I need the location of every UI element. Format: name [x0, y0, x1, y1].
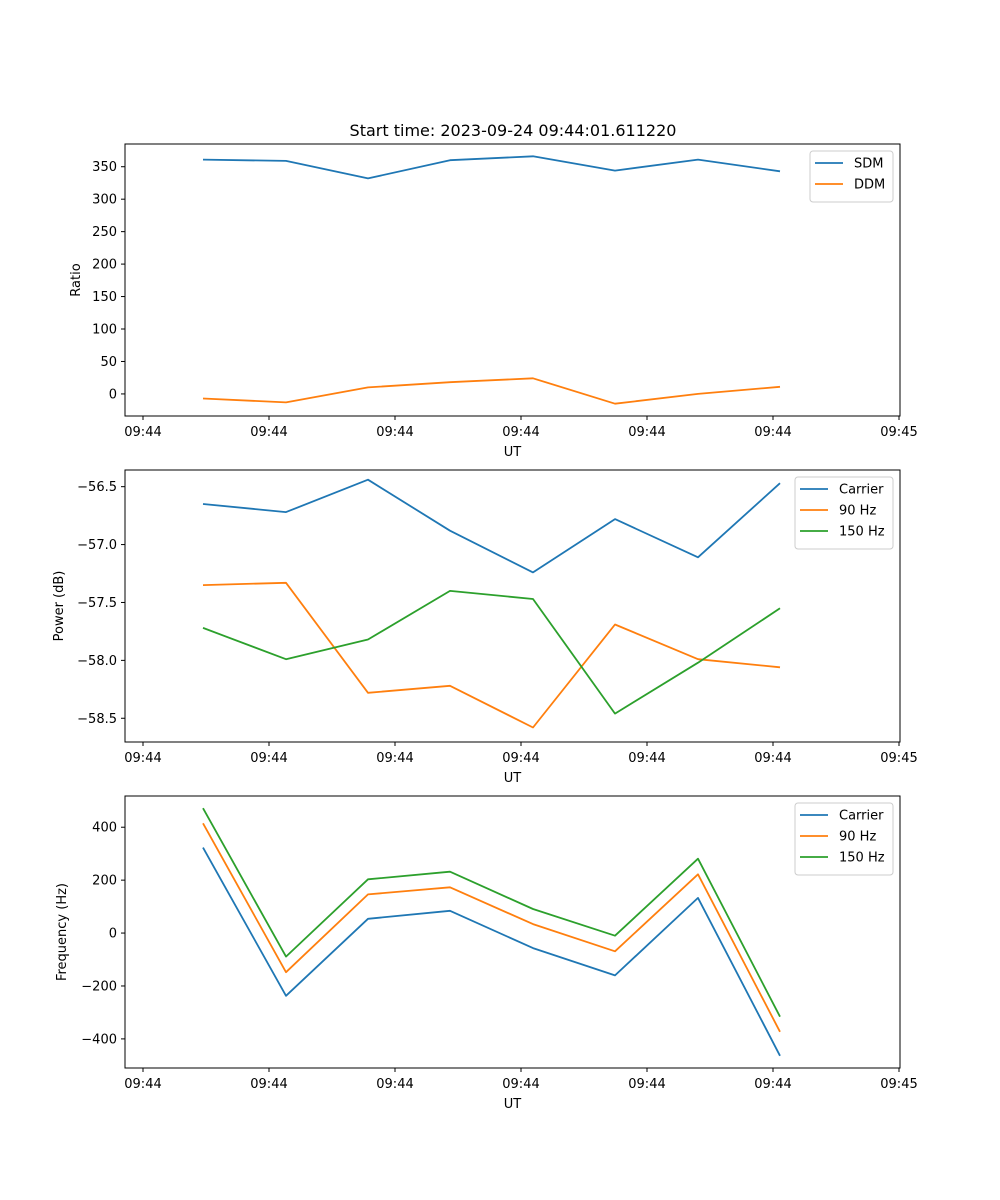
- x-axis-label: UT: [504, 771, 522, 786]
- x-tick-label: 09:44: [124, 425, 161, 440]
- legend-label: Carrier: [839, 809, 884, 824]
- y-axis-label: Power (dB): [52, 571, 67, 642]
- x-tick-label: 09:44: [502, 751, 539, 766]
- x-axis-label: UT: [504, 1097, 522, 1112]
- x-tick-label: 09:44: [502, 1077, 539, 1092]
- legend: Carrier 90 Hz 150 Hz: [794, 802, 894, 876]
- x-tick-label: 09:44: [376, 425, 413, 440]
- y-tick-label: 300: [92, 193, 117, 208]
- x-tick-label: 09:44: [250, 751, 287, 766]
- x-tick-label: 09:44: [628, 751, 665, 766]
- y-axis-label: Ratio: [69, 263, 84, 296]
- y-tick-label: 50: [100, 355, 117, 370]
- charts-container: 0 50 100 150 200 250 300 350 09:44 09:44 09:44 09:4…: [52, 143, 918, 1112]
- series-line-150-hz: [202, 590, 781, 715]
- x-tick-label: 09:44: [754, 425, 791, 440]
- y-tick-label: 400: [92, 821, 117, 836]
- x-tick-label: 09:44: [628, 425, 665, 440]
- figure-title: Start time: 2023-09-24 09:44:01.611220: [350, 121, 677, 140]
- y-tick-label: −200: [81, 979, 117, 994]
- y-tick-label: −57.5: [77, 596, 117, 611]
- y-tick-label: −56.5: [77, 480, 117, 495]
- x-tick-label: 09:45: [880, 751, 917, 766]
- axes-frame: [124, 143, 901, 417]
- chart-panel-2: −58.5 −58.0 −57.5 −57.0 −56.5 09:44 09:44 09:44…: [52, 469, 918, 786]
- x-tick-label: 09:44: [502, 425, 539, 440]
- chart-panel-3: −400 −200 0 200 400 09:44 09:44 09:44 09:44 09:44…: [55, 795, 918, 1112]
- series-line-ddm: [202, 377, 781, 405]
- y-tick-label: 200: [92, 874, 117, 889]
- legend-label: DDM: [854, 178, 885, 193]
- legend: Carrier 90 Hz 150 Hz: [794, 476, 894, 550]
- x-axis-label: UT: [504, 445, 522, 460]
- series-line-90-hz: [202, 581, 781, 729]
- y-tick-label: 150: [92, 290, 117, 305]
- axes-frame: [124, 795, 901, 1069]
- legend-label: 90 Hz: [839, 504, 876, 519]
- legend: SDM DDM: [809, 150, 894, 203]
- legend-label: 150 Hz: [839, 525, 885, 540]
- y-tick-label: −58.0: [77, 654, 117, 669]
- y-tick-label: 100: [92, 323, 117, 338]
- x-tick-label: 09:44: [250, 425, 287, 440]
- y-tick-label: 0: [109, 387, 117, 402]
- y-tick-label: 250: [92, 225, 117, 240]
- x-tick-label: 09:44: [754, 1077, 791, 1092]
- y-tick-label: −58.5: [77, 712, 117, 727]
- y-tick-label: 350: [92, 160, 117, 175]
- legend-label: 150 Hz: [839, 851, 885, 866]
- series-line-sdm: [202, 155, 781, 180]
- x-tick-label: 09:44: [754, 751, 791, 766]
- series-line-150-hz: [202, 807, 781, 1018]
- series-line-carrier: [202, 478, 781, 574]
- x-tick-label: 09:44: [628, 1077, 665, 1092]
- x-tick-label: 09:44: [124, 1077, 161, 1092]
- x-tick-label: 09:44: [376, 1077, 413, 1092]
- chart-panel-1: 0 50 100 150 200 250 300 350 09:44 09:44 09:44 09:4…: [69, 143, 918, 460]
- x-tick-label: 09:44: [124, 751, 161, 766]
- y-tick-label: −57.0: [77, 538, 117, 553]
- series-line-carrier: [202, 847, 781, 1057]
- x-tick-label: 09:44: [376, 751, 413, 766]
- y-tick-label: 0: [109, 927, 117, 942]
- x-tick-label: 09:45: [880, 425, 917, 440]
- series-line-90-hz: [202, 822, 781, 1033]
- y-axis-label: Frequency (Hz): [55, 883, 70, 981]
- x-tick-label: 09:44: [250, 1077, 287, 1092]
- legend-label: 90 Hz: [839, 830, 876, 845]
- y-tick-label: −400: [81, 1032, 117, 1047]
- legend-label: SDM: [854, 157, 883, 172]
- legend-label: Carrier: [839, 483, 884, 498]
- y-tick-label: 200: [92, 258, 117, 273]
- axes-frame: [124, 469, 901, 743]
- x-tick-label: 09:45: [880, 1077, 917, 1092]
